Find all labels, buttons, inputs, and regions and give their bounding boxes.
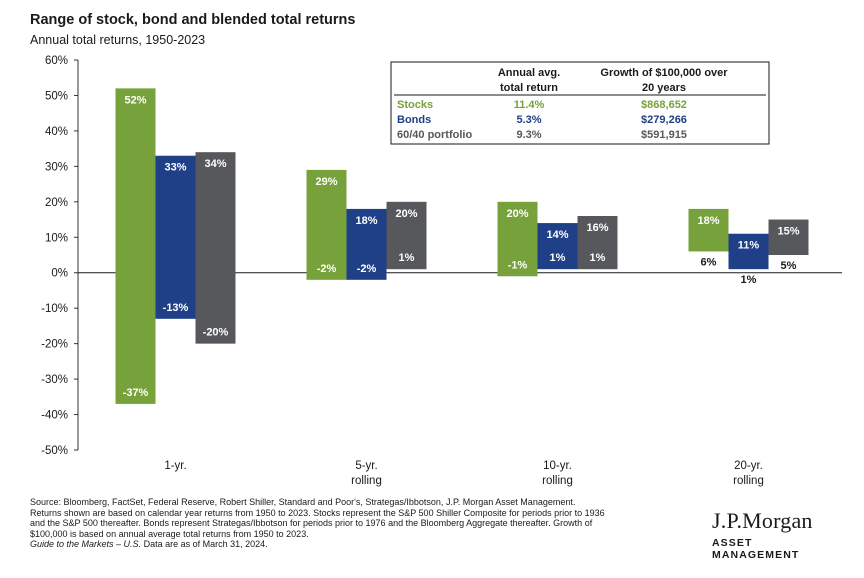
footnote-line: Source: Bloomberg, FactSet, Federal Rese… xyxy=(30,497,576,507)
bar-max-label: 11% xyxy=(738,240,760,252)
footnote-line: and the S&P 500 thereafter. Bonds repres… xyxy=(30,518,593,529)
table-header: Annual avg. xyxy=(498,67,560,79)
y-tick-label: -10% xyxy=(41,303,68,315)
bar-bonds xyxy=(155,155,196,319)
footnote-line: $100,000 is based on annual average tota… xyxy=(30,528,309,539)
table-header: total return xyxy=(500,82,558,94)
table-avg-return: 5.3% xyxy=(516,114,541,126)
bar-min-label: 1% xyxy=(399,252,415,264)
bar-max-label: 14% xyxy=(546,229,568,241)
bar-min-label: 1% xyxy=(741,274,757,286)
bar-stocks xyxy=(306,169,347,280)
table-growth-value: $591,915 xyxy=(641,129,687,141)
bar-bonds xyxy=(346,208,387,280)
bar-max-label: 16% xyxy=(586,222,608,234)
legend-table-frame xyxy=(390,61,770,145)
bar-min-label: -13% xyxy=(163,302,189,314)
y-tick-label: 60% xyxy=(45,55,68,67)
source-footnote: Source: Bloomberg, FactSet, Federal Rese… xyxy=(30,497,690,550)
bar-max-label: 33% xyxy=(164,162,186,174)
x-category-label: rolling xyxy=(733,475,764,487)
x-category-label: 5-yr. xyxy=(355,460,377,472)
bar-min-label: -37% xyxy=(123,387,149,399)
guide-title: Guide to the Markets – U.S. xyxy=(30,539,142,550)
data-date: Data are as of March 31, 2024. xyxy=(141,539,268,550)
y-tick-label: 10% xyxy=(45,232,68,244)
jpmorgan-logo: J.P.Morgan ASSET MANAGEMENT xyxy=(712,508,842,561)
table-row-label: 60/40 portfolio xyxy=(397,129,472,141)
bar-min-label: -20% xyxy=(203,327,229,339)
table-growth-value: $868,652 xyxy=(641,99,687,111)
bar-bonds xyxy=(728,233,769,270)
bar-60-40-portfolio xyxy=(768,219,809,255)
logo-subtitle: ASSET MANAGEMENT xyxy=(712,537,800,561)
y-tick-label: 20% xyxy=(45,197,68,209)
bar-min-label: -2% xyxy=(357,263,377,275)
bar-max-label: 18% xyxy=(355,215,377,227)
table-avg-return: 9.3% xyxy=(516,129,541,141)
bar-stocks xyxy=(497,201,538,277)
bar-bonds xyxy=(537,223,578,270)
bar-max-label: 20% xyxy=(395,208,417,220)
footnote-line: Returns shown are based on calendar year… xyxy=(30,507,605,518)
y-tick-label: -50% xyxy=(41,445,68,457)
bar-max-label: 29% xyxy=(315,176,337,188)
table-row-label: Stocks xyxy=(397,99,433,111)
table-avg-return: 11.4% xyxy=(514,99,545,111)
bar-60-40-portfolio xyxy=(195,152,236,344)
bar-min-label: 5% xyxy=(781,260,797,272)
bar-min-label: -1% xyxy=(508,259,528,271)
x-category-label: rolling xyxy=(542,475,573,487)
table-growth-value: $279,266 xyxy=(641,114,687,126)
bar-max-label: 15% xyxy=(777,226,799,238)
bar-60-40-portfolio xyxy=(386,201,427,270)
bar-max-label: 34% xyxy=(204,158,226,170)
range-bar-chart: 60% 50% 40% 30% 20% 10% 0% -10% -20% -30% -40% -50%… xyxy=(41,55,842,487)
bar-stocks xyxy=(115,88,156,404)
logo-name: J.P.Morgan xyxy=(712,508,813,533)
bar-min-label: 1% xyxy=(590,252,606,264)
y-tick-label: 0% xyxy=(51,268,68,280)
y-tick-label: 30% xyxy=(45,161,68,173)
chart-subtitle: Annual total returns, 1950-2023 xyxy=(30,33,206,47)
x-category-label: 10-yr. xyxy=(543,460,572,472)
x-category-label: rolling xyxy=(351,475,382,487)
y-tick-label: -30% xyxy=(41,374,68,386)
bar-max-label: 18% xyxy=(697,215,719,227)
chart-title: Range of stock, bond and blended total r… xyxy=(30,12,356,28)
bar-min-label: 1% xyxy=(550,252,566,264)
bar-stocks xyxy=(688,208,729,252)
table-row-label: Bonds xyxy=(397,114,431,126)
y-tick-label: 40% xyxy=(45,126,68,138)
x-category-label: 1-yr. xyxy=(164,460,186,472)
table-header: Growth of $100,000 over xyxy=(600,67,728,79)
bar-60-40-portfolio xyxy=(577,216,618,270)
bar-min-label: 6% xyxy=(701,256,717,268)
bar-max-label: 20% xyxy=(506,208,528,220)
table-header: 20 years xyxy=(642,82,686,94)
footnote-line: Guide to the Markets – U.S. Data are as … xyxy=(30,539,690,550)
y-tick-label: -40% xyxy=(41,410,68,422)
bar-max-label: 52% xyxy=(124,94,146,106)
bar-min-label: -2% xyxy=(317,263,337,275)
x-category-label: 20-yr. xyxy=(734,460,763,472)
y-tick-label: 50% xyxy=(45,90,68,102)
y-tick-label: -20% xyxy=(41,339,68,351)
